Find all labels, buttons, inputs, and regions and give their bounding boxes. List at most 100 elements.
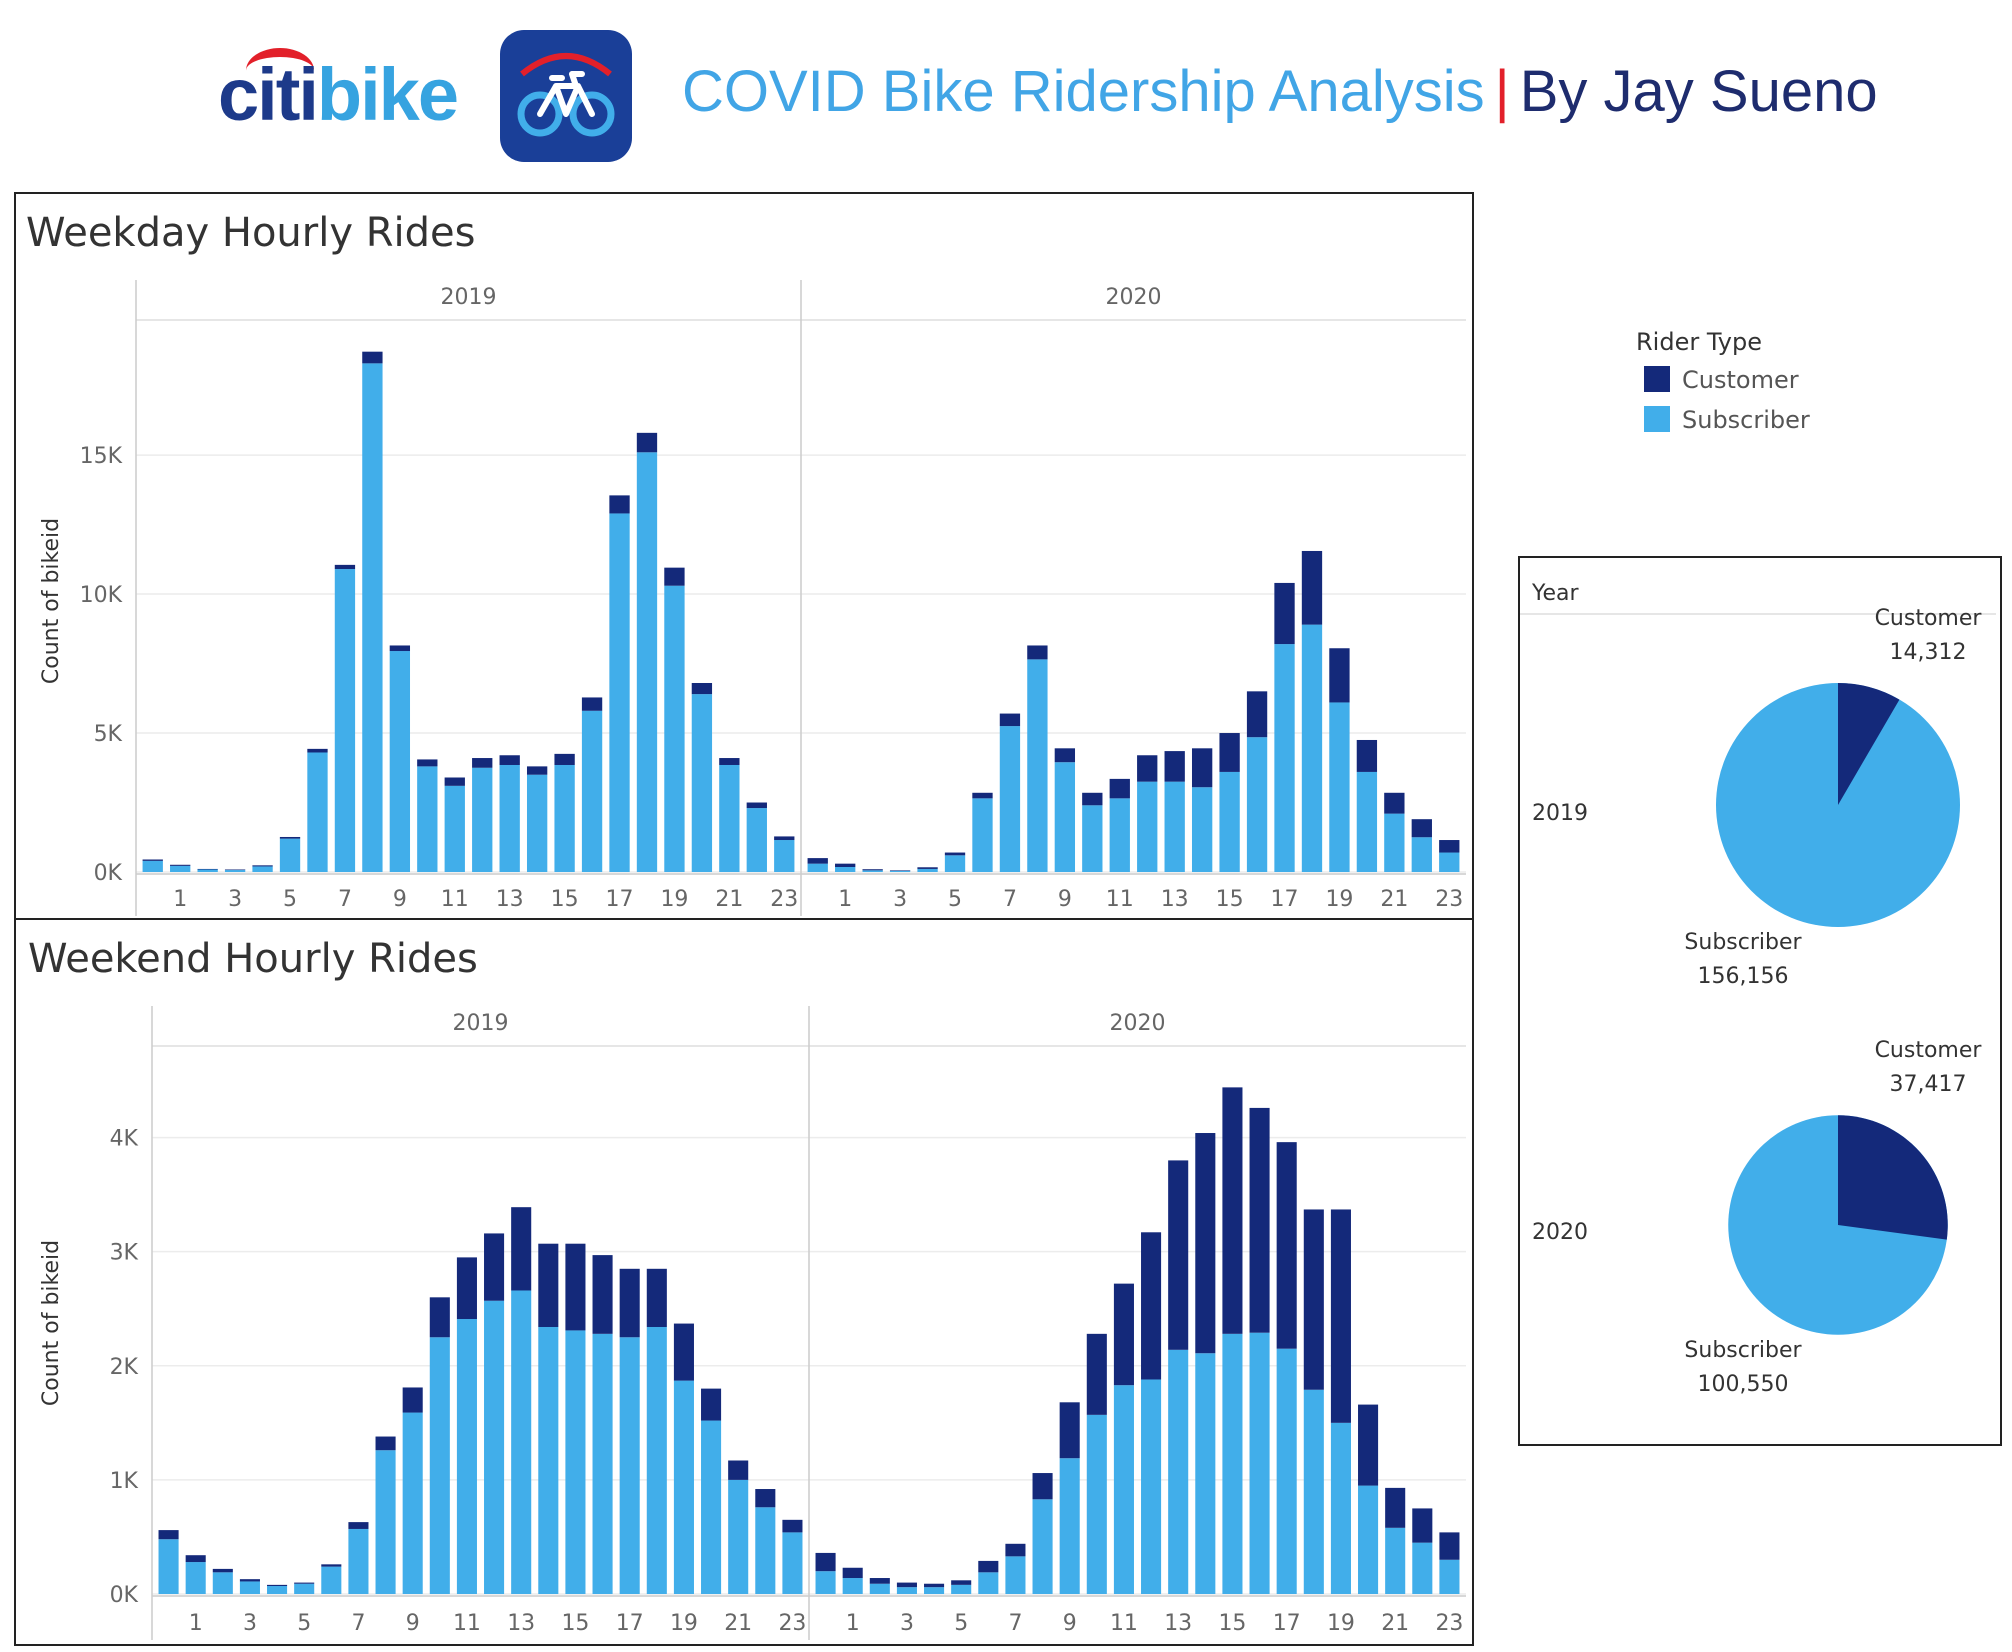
x-tick-label: 13 — [507, 1611, 535, 1636]
citibike-logo-arc — [246, 48, 314, 93]
bar-subscriber — [1164, 781, 1185, 872]
bar-customer — [619, 1268, 640, 1338]
dashboard-title: COVID Bike Ridership Analysis | By Jay Sue… — [682, 58, 1878, 125]
x-tick-label: 3 — [243, 1611, 257, 1636]
x-tick-label: 9 — [406, 1611, 420, 1636]
bar-subscriber — [1032, 1499, 1053, 1594]
bar-subscriber — [944, 855, 966, 872]
bar-customer — [1439, 1532, 1460, 1560]
x-tick-label: 21 — [724, 1611, 752, 1636]
x-tick-label: 23 — [770, 887, 798, 912]
bar-subscriber — [1301, 624, 1323, 872]
bar-subscriber — [362, 363, 383, 872]
x-tick-label: 5 — [297, 1611, 311, 1636]
bar-subscriber — [581, 710, 603, 872]
bar-subscriber — [294, 1583, 315, 1594]
legend-title: Rider Type — [1636, 328, 1762, 356]
pie-slice-customer — [1838, 683, 1900, 805]
bar-customer — [917, 867, 938, 869]
bar-customer — [429, 1297, 450, 1338]
bike-icon — [500, 30, 632, 162]
bar-customer — [239, 1579, 260, 1582]
bar-customer — [999, 713, 1021, 727]
bar-subscriber — [402, 1412, 423, 1594]
x-tick-label: 13 — [496, 887, 524, 912]
bar-customer — [592, 1255, 613, 1334]
bar-subscriber — [691, 694, 713, 872]
bar-customer — [1027, 645, 1048, 660]
x-tick-label: 15 — [1216, 887, 1244, 912]
bar-subscriber — [1168, 1349, 1189, 1594]
title-separator: | — [1494, 59, 1510, 124]
x-tick-label: 23 — [778, 1611, 806, 1636]
bar-customer — [701, 1388, 722, 1421]
bar-subscriber — [1222, 1333, 1243, 1594]
bar-customer — [835, 863, 856, 867]
bar-subscriber — [456, 1319, 477, 1594]
bar-customer — [1195, 1133, 1216, 1354]
bar-customer — [1219, 733, 1240, 772]
x-tick-label: 1 — [846, 1611, 860, 1636]
bar-customer — [554, 753, 575, 765]
bar-subscriber — [746, 808, 767, 872]
bar-subscriber — [1384, 813, 1405, 872]
dashboard-header: citibike COVID Bike Ridership Analysis | B… — [0, 0, 2012, 180]
bar-customer — [444, 777, 465, 786]
bar-customer — [1303, 1209, 1324, 1390]
bar-subscriber — [862, 870, 883, 872]
bar-customer — [170, 864, 191, 866]
x-tick-label: 19 — [1327, 1611, 1355, 1636]
bar-subscriber — [1385, 1527, 1406, 1594]
bar-subscriber — [1274, 644, 1295, 872]
x-tick-label: 7 — [1008, 1611, 1022, 1636]
bar-subscriber — [728, 1479, 749, 1594]
bar-customer — [1032, 1473, 1053, 1500]
bar-customer — [746, 802, 767, 809]
bar-customer — [212, 1568, 233, 1573]
x-tick-label: 9 — [1058, 887, 1072, 912]
facet-label: 2020 — [1106, 285, 1162, 310]
bar-subscriber — [1276, 1348, 1297, 1594]
bar-customer — [609, 495, 630, 514]
bar-subscriber — [701, 1420, 722, 1594]
x-tick-label: 13 — [1161, 887, 1189, 912]
bar-customer — [565, 1243, 586, 1331]
bar-subscriber — [889, 870, 911, 872]
bar-subscriber — [224, 870, 246, 872]
x-tick-label: 1 — [189, 1611, 203, 1636]
pie-label-customer-value: 37,417 — [1890, 1072, 1967, 1097]
bar-subscriber — [1246, 737, 1268, 872]
bar-subscriber — [1412, 1542, 1433, 1594]
bar-customer — [158, 1530, 179, 1540]
bar-customer — [307, 748, 328, 753]
pie-chart: Year 2019 Customer 14,312 Subscriber 156,156 2… — [1520, 581, 1996, 1397]
x-tick-label: 19 — [660, 887, 688, 912]
y-tick-label: 15K — [80, 444, 123, 469]
x-tick-label: 19 — [670, 1611, 698, 1636]
bar-customer — [889, 870, 911, 871]
x-tick-label: 23 — [1435, 1611, 1463, 1636]
bar-customer — [389, 645, 411, 652]
bar-subscriber — [375, 1450, 396, 1594]
bar-subscriber — [334, 569, 356, 872]
x-tick-label: 3 — [228, 887, 242, 912]
bar-subscriber — [1329, 702, 1350, 872]
x-tick-label: 5 — [948, 887, 962, 912]
bar-customer — [526, 766, 548, 775]
bar-subscriber — [554, 764, 575, 872]
bar-subscriber — [774, 840, 795, 872]
bar-customer — [1109, 778, 1130, 799]
bar-customer — [673, 1323, 694, 1381]
y-tick-label: 10K — [80, 583, 123, 608]
x-tick-label: 23 — [1435, 887, 1463, 912]
bar-subscriber — [499, 764, 520, 872]
pie-year-label: 2020 — [1532, 1220, 1588, 1245]
y-tick-label: 2K — [110, 1355, 139, 1380]
y-tick-label: 4K — [110, 1127, 139, 1152]
bar-subscriber — [158, 1539, 179, 1594]
bar-subscriber — [1054, 762, 1076, 872]
bar-subscriber — [185, 1562, 206, 1594]
bar-subscriber — [1330, 1422, 1351, 1594]
bar-subscriber — [592, 1333, 613, 1594]
bar-subscriber — [807, 863, 828, 872]
